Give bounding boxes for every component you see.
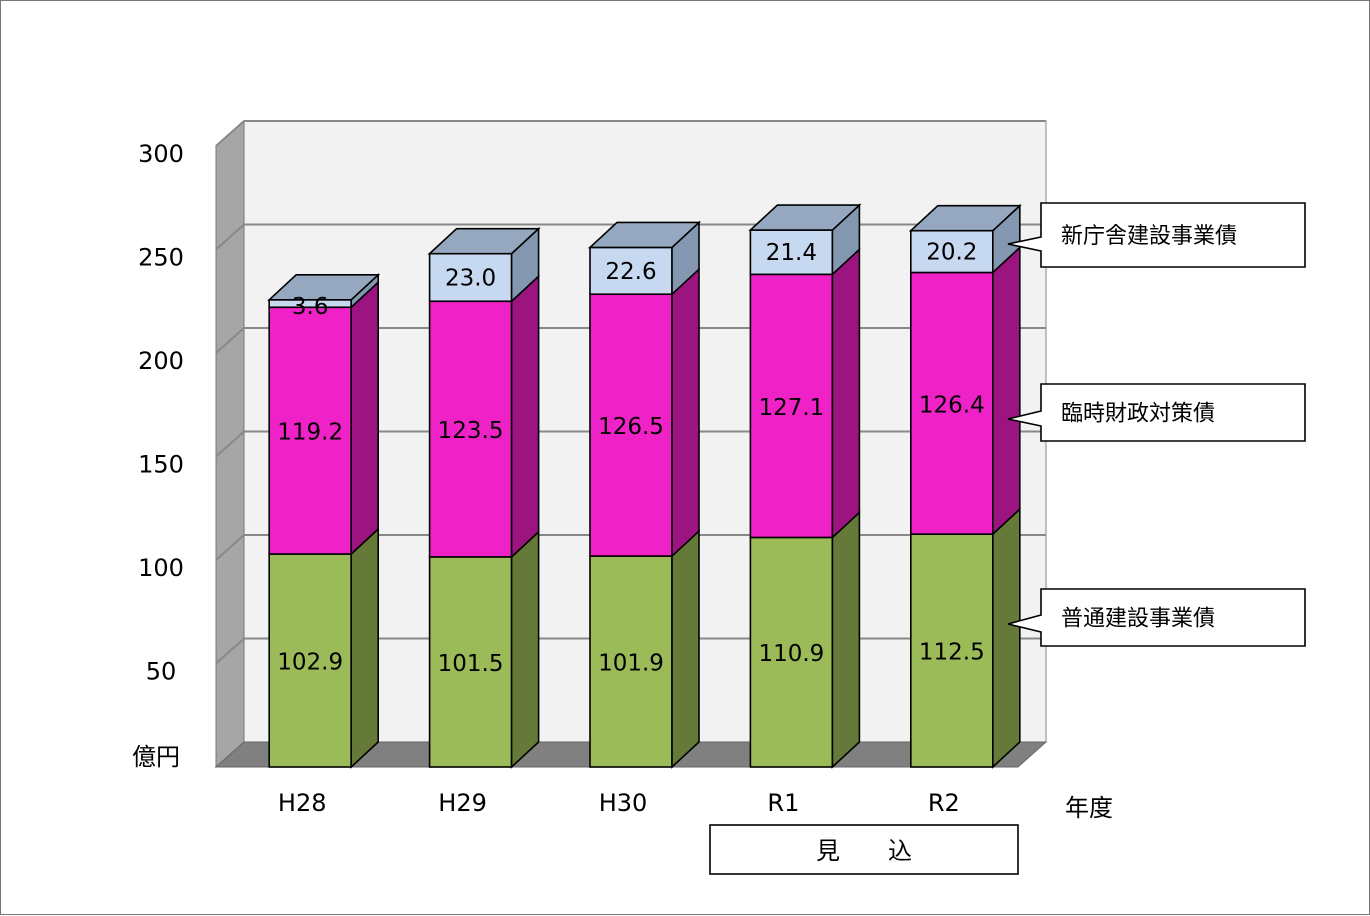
bar-top-H28: [267, 274, 381, 301]
bar-side-R1-0: [831, 510, 861, 769]
data-label-H29-2: 23.0: [445, 265, 496, 291]
projection-note-box: [709, 824, 1019, 875]
data-label-H28-1: 119.2: [277, 420, 343, 446]
bar-side-H29-0: [510, 530, 540, 769]
data-label-R1-0: 110.9: [758, 641, 824, 667]
data-label-R2-2: 20.2: [926, 240, 977, 266]
bar-front-R2-2: [909, 229, 994, 274]
y-tick-label-300: 300: [138, 140, 184, 168]
data-label-H29-0: 101.5: [438, 651, 504, 677]
data-label-R2-0: 112.5: [919, 640, 985, 666]
bar-front-R2-1: [909, 271, 994, 535]
bar-front-H30-1: [589, 293, 673, 557]
data-label-H29-1: 123.5: [438, 418, 504, 444]
bar-front-H29-1: [428, 300, 513, 558]
y-tick-label-250: 250: [138, 244, 184, 272]
legend-label-0: 新庁舎建設事業債: [1061, 224, 1237, 249]
legend-callout-2: [1007, 588, 1306, 647]
bar-front-H29-2: [428, 252, 513, 303]
y-tick-label-50: 50: [146, 658, 177, 686]
projection-note-text: 見 込: [816, 837, 912, 865]
bar-front-H30-2: [589, 246, 673, 296]
data-label-H28-2: 3.6: [292, 294, 329, 320]
x-tick-label-H28: H28: [278, 789, 327, 817]
bars: [267, 203, 1022, 769]
data-label-R2-1: 126.4: [919, 392, 985, 418]
bar-side-R1-1: [831, 247, 861, 540]
data-label-H30-0: 101.9: [598, 651, 664, 677]
bar-side-H29-1: [510, 274, 540, 559]
data-label-H28-0: 102.9: [277, 649, 343, 675]
bar-top-H29: [427, 227, 541, 255]
bar-side-H28-1: [350, 280, 380, 556]
bar-side-H30-0: [671, 529, 700, 769]
x-tick-label-H30: H30: [599, 789, 648, 817]
bar-side-R2-0: [991, 507, 1021, 769]
legend-label-2: 普通建設事業債: [1061, 607, 1215, 632]
bar-front-H28-1: [268, 306, 353, 555]
gridline-side-5: [215, 120, 245, 147]
bar-top-R1: [748, 204, 862, 231]
gridline-side-0: [215, 637, 245, 665]
bar-front-R1-2: [749, 229, 834, 276]
data-labels: 102.9 119.2 3.6 101.5 123.5 23.0 101.9 126.5 22.…: [277, 240, 984, 677]
x-tick-label-H29: H29: [438, 789, 487, 817]
data-label-H30-1: 126.5: [598, 414, 664, 440]
y-tick-label-200: 200: [138, 347, 184, 375]
gridline-side-4: [215, 223, 245, 251]
bar-side-R2-1: [991, 245, 1021, 536]
bar-side-H28-0: [350, 527, 380, 769]
legend-label-1: 臨時財政対策債: [1061, 402, 1215, 427]
x-unit-label: 年度: [1065, 794, 1113, 822]
y-tick-label-150: 150: [138, 451, 184, 479]
bar-top-H30: [587, 221, 702, 249]
bar-front-R2-0: [909, 533, 994, 768]
x-tick-label-R1: R1: [767, 789, 799, 817]
data-label-R1-2: 21.4: [766, 240, 817, 266]
legend-callout-1: [1007, 383, 1306, 442]
bar-front-R1-1: [749, 273, 834, 539]
x-tick-label-R2: R2: [928, 789, 960, 817]
data-label-H30-2: 22.6: [605, 259, 656, 285]
data-label-R1-1: 127.1: [758, 395, 824, 421]
bar-front-H28-0: [268, 553, 353, 768]
gridline-side-2: [215, 430, 245, 458]
y-tick-label-100: 100: [138, 554, 184, 582]
legend-callout-0: [1007, 202, 1306, 268]
bar-top-R2: [908, 204, 1022, 232]
gridline-side-1: [215, 534, 245, 561]
bar-side-H30-1: [671, 267, 700, 558]
y-unit-label: 億円: [132, 743, 180, 771]
gridline-side-3: [215, 327, 245, 354]
bar-front-H30-0: [589, 555, 673, 768]
